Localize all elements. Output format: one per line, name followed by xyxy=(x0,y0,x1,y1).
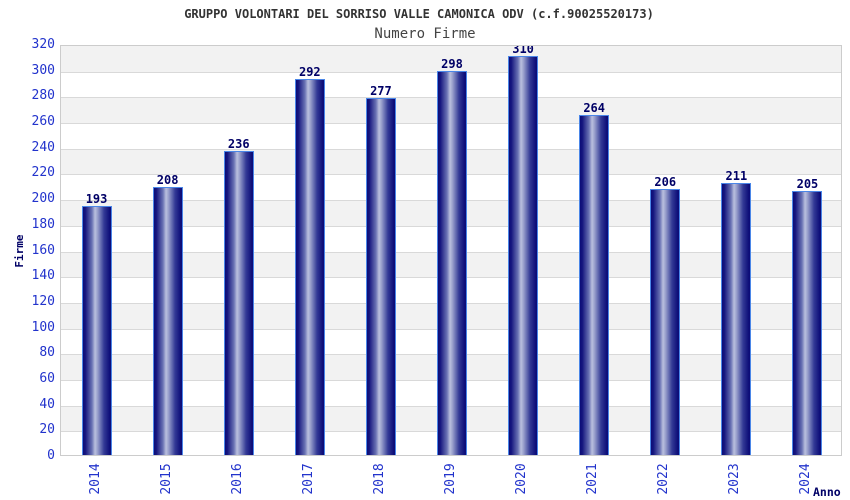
y-axis-tick-label: 200 xyxy=(31,191,55,207)
bar-value-label: 298 xyxy=(441,57,463,72)
grid-band xyxy=(61,46,841,72)
chart-subtitle: Numero Firme xyxy=(374,26,476,42)
bar-2014 xyxy=(81,206,112,455)
y-axis-tick-label: 300 xyxy=(31,62,55,78)
x-axis-tick-label: 2014 xyxy=(87,463,103,495)
x-axis-tick-label: 2023 xyxy=(727,463,743,495)
x-axis-tick-label: 2019 xyxy=(443,463,458,495)
bar-2023 xyxy=(721,183,752,455)
x-axis-tick-label: 2017 xyxy=(300,463,316,495)
bar-2020 xyxy=(508,55,539,455)
y-axis-tick-label: 240 xyxy=(31,139,55,155)
bar-value-label: 310 xyxy=(512,45,534,56)
y-axis-tick-label: 60 xyxy=(39,370,55,386)
bar-2019 xyxy=(437,71,467,455)
x-axis-tick-label: 2016 xyxy=(229,463,245,495)
bar-2016 xyxy=(223,150,254,455)
x-axis-tick-label: 2020 xyxy=(514,463,530,495)
chart-title: GRUPPO VOLONTARI DEL SORRISO VALLE CAMON… xyxy=(184,7,654,21)
bar-value-label: 206 xyxy=(654,175,677,190)
bar-value-label: 292 xyxy=(298,64,321,79)
x-axis-tick-label: 2018 xyxy=(371,463,387,495)
y-axis-tick-label: 120 xyxy=(31,293,55,309)
bar-2017 xyxy=(294,78,325,455)
bar-2022 xyxy=(650,189,681,455)
bar-2018 xyxy=(365,98,396,455)
y-axis-tick-label: 220 xyxy=(31,165,55,181)
bar-2021 xyxy=(579,114,610,455)
bar-value-label: 193 xyxy=(85,192,108,207)
bar-2024 xyxy=(792,190,823,455)
y-axis-tick-label: 0 xyxy=(47,448,55,463)
y-axis-tick-label: 260 xyxy=(31,114,55,130)
y-axis-tick-label: 140 xyxy=(31,268,55,284)
bar-value-label: 264 xyxy=(583,100,606,115)
x-axis-tick-label: 2015 xyxy=(158,463,174,495)
x-axis-tick-label: 2022 xyxy=(656,463,672,495)
y-axis-tick-label: 180 xyxy=(31,216,55,232)
plot-area: 193 208 236 292 277 298 310 264 206 211 205 xyxy=(60,45,842,456)
y-axis-tick-label: 320 xyxy=(31,37,55,52)
bar-2015 xyxy=(152,186,183,455)
y-axis-tick-label: 80 xyxy=(39,345,55,361)
bar-value-label: 208 xyxy=(156,172,179,187)
x-axis-title: Anno xyxy=(813,485,841,499)
y-axis-tick-label: 280 xyxy=(31,88,55,104)
bar-value-label: 211 xyxy=(725,169,748,183)
y-axis-title: Firme xyxy=(13,234,26,268)
y-axis-tick-label: 100 xyxy=(31,319,55,335)
bar-value-label: 205 xyxy=(796,176,819,191)
bar-value-label: 277 xyxy=(370,84,392,99)
x-axis-tick-label: 2021 xyxy=(585,463,601,495)
y-axis-tick-label: 20 xyxy=(39,422,55,438)
y-axis-tick-label: 160 xyxy=(31,242,55,258)
x-axis-tick-label: 2024 xyxy=(798,463,814,495)
bar-value-label: 236 xyxy=(227,136,250,151)
y-axis-tick-label: 40 xyxy=(39,396,55,412)
